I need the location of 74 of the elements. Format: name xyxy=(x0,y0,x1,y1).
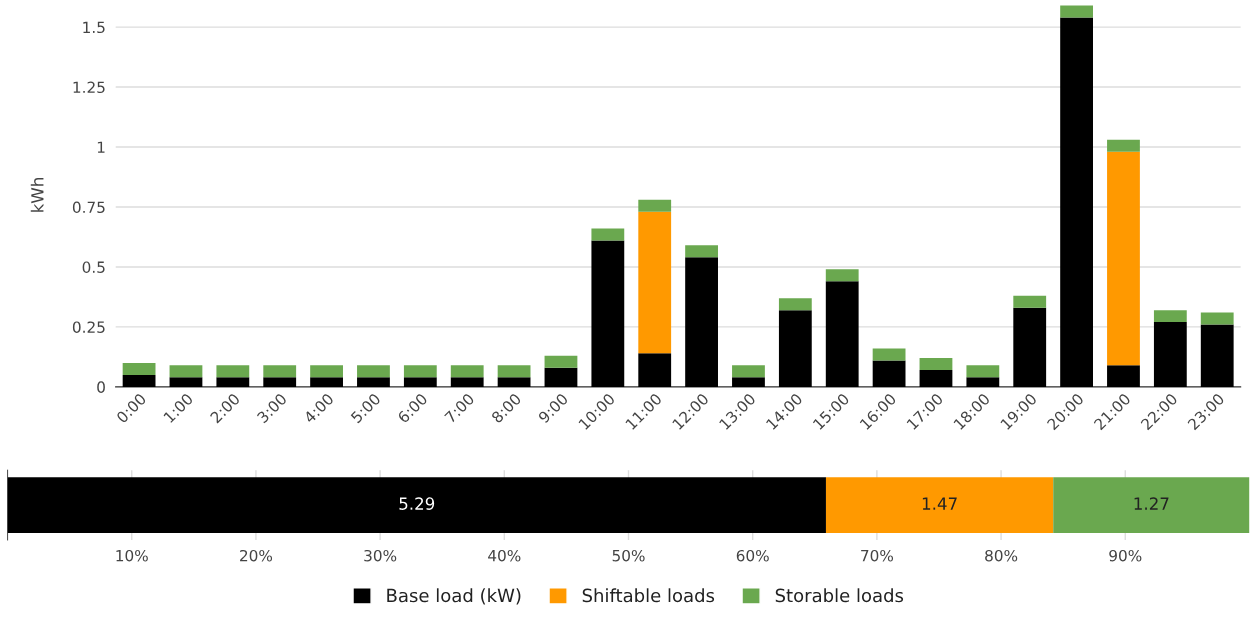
bar xyxy=(169,377,203,387)
bar xyxy=(357,377,390,387)
bar xyxy=(450,377,484,387)
bar xyxy=(1107,365,1140,387)
y-tick-label: 0.25 xyxy=(72,321,105,333)
bar xyxy=(825,281,859,387)
bar xyxy=(169,365,203,378)
bar xyxy=(403,365,437,378)
bar xyxy=(825,477,1054,533)
legend-label: Base load (kW) xyxy=(387,588,521,605)
x-tick-label: 20% xyxy=(240,549,273,562)
bar xyxy=(263,377,297,387)
bar xyxy=(966,377,1000,387)
bar xyxy=(1013,307,1047,387)
bar xyxy=(122,374,156,387)
bar xyxy=(310,377,343,387)
x-tick-label: 90% xyxy=(1109,549,1142,562)
y-tick-label: 0.5 xyxy=(82,261,105,273)
bar xyxy=(872,360,906,387)
bar xyxy=(1200,324,1234,387)
bar xyxy=(310,365,343,378)
bar xyxy=(544,355,578,368)
bar xyxy=(1060,17,1093,387)
bar xyxy=(1053,477,1250,533)
x-tick-label: 80% xyxy=(985,549,1018,562)
bar xyxy=(591,228,625,241)
y-tick-label: 1 xyxy=(97,141,105,153)
bar xyxy=(497,365,531,378)
bar xyxy=(778,310,812,387)
bar xyxy=(825,269,859,282)
bar xyxy=(685,245,718,258)
bar xyxy=(732,365,765,378)
bar xyxy=(1200,312,1234,325)
bar xyxy=(638,199,672,212)
annotation: 5.29 xyxy=(399,497,435,510)
bar xyxy=(1153,310,1187,323)
annotation: 1.47 xyxy=(922,497,957,510)
bar xyxy=(919,370,953,387)
bar xyxy=(216,365,250,378)
x-tick-label: 40% xyxy=(488,549,521,562)
bar xyxy=(497,377,531,387)
bar xyxy=(778,298,812,311)
bar xyxy=(1013,295,1047,308)
y-tick-label: 1.5 xyxy=(83,21,105,34)
x-tick-label: 30% xyxy=(364,549,397,562)
bar xyxy=(685,257,718,387)
x-tick-label: 60% xyxy=(736,549,769,562)
legend-label: Storable loads xyxy=(775,588,904,603)
y-axis-title: kWh xyxy=(30,178,44,212)
bar xyxy=(122,362,156,375)
bar xyxy=(1060,5,1093,18)
x-tick-label: 10% xyxy=(116,549,148,562)
bar xyxy=(966,365,1000,378)
y-tick-label: 0.75 xyxy=(72,201,105,214)
bar xyxy=(732,377,765,387)
bar xyxy=(638,211,672,354)
annotation: 1.27 xyxy=(1134,497,1169,510)
bar xyxy=(216,377,250,387)
bar xyxy=(1153,322,1187,387)
legend-label: Shiftable loads xyxy=(582,588,715,603)
bar xyxy=(1107,139,1140,152)
x-tick-label: 50% xyxy=(612,549,645,562)
bar xyxy=(357,365,390,378)
x-tick-label: 70% xyxy=(861,549,894,562)
y-tick-label: 0 xyxy=(97,381,105,393)
y-tick-label: 1.25 xyxy=(73,81,105,94)
bar xyxy=(919,358,953,371)
bar xyxy=(1107,151,1140,366)
bar xyxy=(544,367,578,387)
bar xyxy=(450,365,484,378)
bar xyxy=(591,240,625,387)
bar xyxy=(403,377,437,387)
bar xyxy=(638,353,672,387)
bar xyxy=(263,365,297,378)
